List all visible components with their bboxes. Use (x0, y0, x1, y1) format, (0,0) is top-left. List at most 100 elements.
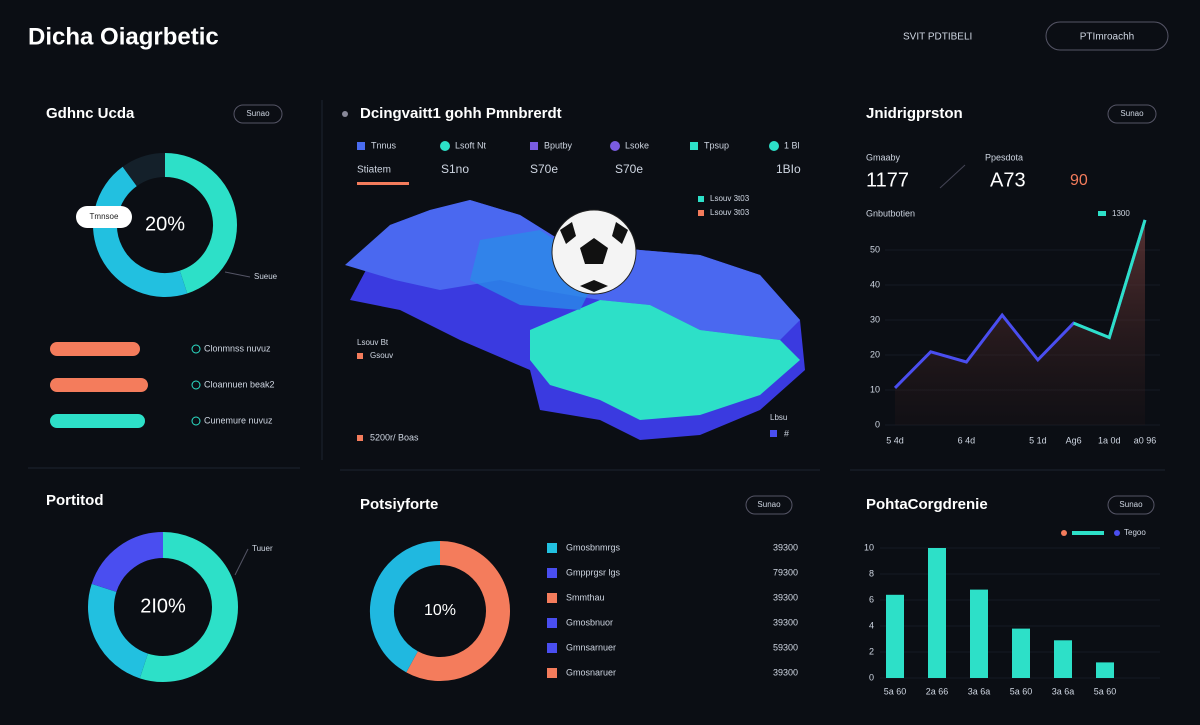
bar-label: Clonmnss nuvuz (204, 343, 271, 353)
tag-label: Tmnsoe (90, 212, 119, 221)
dot (342, 111, 348, 117)
y-tick-label: 30 (870, 314, 880, 324)
y-tick-label: 50 (870, 244, 880, 254)
panel-title: Potsiyforte (360, 496, 438, 513)
bar (1096, 662, 1114, 678)
callout: 5200r/ Boas (370, 432, 419, 442)
panel-title: Portitod (46, 492, 104, 509)
patch (560, 222, 576, 244)
donut-center: 20% (145, 213, 185, 235)
row-label: Gmosnaruer (566, 667, 616, 677)
row-value: 79300 (773, 567, 798, 577)
line-highlight (1073, 219, 1147, 340)
note: Tuuer (252, 544, 273, 553)
callout: # (784, 428, 789, 438)
y-tick-label: 10 (870, 384, 880, 394)
donut-segment (370, 541, 441, 673)
swatch (547, 643, 557, 653)
y-tick-label: 4 (869, 620, 874, 630)
swatch (547, 593, 557, 603)
leader (234, 548, 249, 576)
button[interactable] (1045, 21, 1169, 51)
y-tick-label: 2 (869, 646, 874, 656)
row-label: Gmosbnuor (566, 617, 613, 627)
donut-segment (93, 166, 188, 297)
row-value: 59300 (773, 642, 798, 652)
row-value: 39300 (773, 667, 798, 677)
y-tick-label: 40 (870, 279, 880, 289)
stat-value: 90 (1070, 172, 1088, 189)
map-value: S70e (615, 162, 643, 176)
x-tick-label: 2a 66 (926, 686, 949, 696)
y-tick-label: 8 (869, 568, 874, 578)
legend-swatch (769, 141, 779, 151)
map-value: S1no (441, 162, 469, 176)
x-tick-label: 5a 60 (1010, 686, 1033, 696)
leader (224, 271, 251, 278)
panel-title: PohtaCorgdrenie (866, 496, 988, 513)
badge-label[interactable]: Sunao (757, 500, 781, 509)
row-value: 39300 (773, 592, 798, 602)
swatch (547, 543, 557, 553)
patch (580, 238, 608, 264)
bar (50, 414, 145, 428)
stat-label: Gmaaby (866, 152, 901, 162)
legend-label: Tegoo (1124, 528, 1146, 537)
bar (886, 594, 904, 678)
swatch (547, 568, 557, 578)
y-tick-label: 0 (875, 419, 880, 429)
badge[interactable] (1107, 495, 1155, 515)
row-label: Gmosbnmrgs (566, 542, 621, 552)
callout: Gsouv (370, 351, 393, 360)
badge-label[interactable]: Sunao (246, 109, 270, 118)
bullet (191, 344, 201, 354)
map-region (530, 300, 800, 420)
legend-swatch (610, 141, 620, 151)
row-value: 39300 (773, 542, 798, 552)
donut-segment (406, 541, 510, 681)
donut-center: 2I0% (140, 595, 186, 617)
bullet (191, 380, 201, 390)
legend-dot (1061, 530, 1067, 536)
note: Sueue (254, 272, 278, 281)
y-tick-label: 0 (869, 672, 874, 682)
swatch (357, 435, 363, 441)
x-tick-label: 1a 0d (1098, 435, 1121, 445)
badge-label[interactable]: Sunao (1119, 500, 1143, 509)
donut-segment (91, 532, 164, 593)
donut-segment (88, 583, 149, 679)
underline (357, 182, 409, 185)
stat-label: Stiatem (357, 165, 391, 176)
callout: Lsouv 3t03 (710, 208, 750, 217)
legend-swatch (690, 142, 698, 150)
x-tick-label: 6 4d (958, 435, 976, 445)
bar-label: Cunemure nuvuz (204, 415, 273, 425)
bar (928, 548, 946, 678)
y-tick-label: 20 (870, 349, 880, 359)
bar (970, 589, 988, 678)
patch (612, 222, 628, 244)
patch (580, 280, 608, 292)
legend-label: Tpsup (704, 140, 729, 150)
badge[interactable] (745, 495, 793, 515)
row-value: 39300 (773, 617, 798, 627)
x-tick-label: 3a 6a (968, 686, 991, 696)
stat-value: 1177 (866, 169, 909, 191)
bar (50, 378, 148, 392)
badge[interactable] (1107, 104, 1157, 124)
nav[interactable]: SVIT PDTIBELI (903, 32, 972, 43)
badge[interactable] (233, 104, 283, 124)
donut-segment (122, 153, 166, 187)
x-tick-label: a0 96 (1134, 435, 1157, 445)
badge-label[interactable]: Sunao (1120, 109, 1144, 118)
row-label: Smmthau (566, 592, 605, 602)
map-value: 1BIo (776, 162, 801, 176)
y-tick-label: 10 (864, 542, 874, 552)
legend-dot (1114, 530, 1120, 536)
swatch (357, 353, 363, 359)
legend-swatch (1072, 531, 1104, 535)
panel-title: Dcingvaitt1 gohh Pmnbrerdt (360, 105, 562, 122)
button-label[interactable]: PTImroachh (1080, 32, 1134, 43)
app-title: Dicha Oiagrbetic (28, 23, 219, 50)
